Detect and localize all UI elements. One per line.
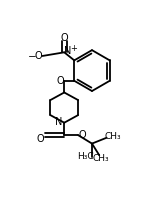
Text: −: − bbox=[28, 52, 37, 62]
Text: H₃C: H₃C bbox=[77, 152, 94, 161]
Text: O: O bbox=[60, 33, 68, 43]
Text: O: O bbox=[56, 76, 64, 86]
Text: N: N bbox=[64, 46, 72, 56]
Text: O: O bbox=[34, 51, 42, 61]
Text: CH₃: CH₃ bbox=[104, 132, 121, 141]
Text: O: O bbox=[36, 134, 44, 144]
Text: O: O bbox=[79, 130, 86, 140]
Text: CH₃: CH₃ bbox=[92, 154, 109, 163]
Text: +: + bbox=[70, 44, 77, 53]
Text: N: N bbox=[55, 117, 62, 127]
